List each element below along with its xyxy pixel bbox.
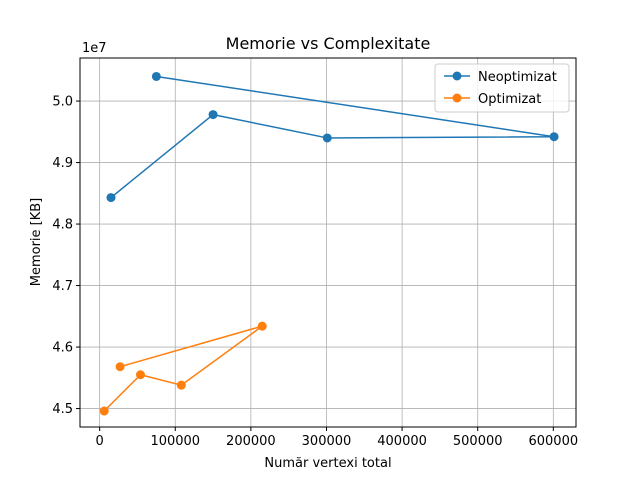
data-point-optimizat (115, 362, 125, 372)
legend-label-optimizat: Optimizat (478, 92, 541, 107)
data-point-neoptimizat (322, 133, 332, 143)
data-point-neoptimizat (151, 71, 161, 81)
legend-label-neoptimizat: Neoptimizat (478, 70, 557, 85)
x-axis-label: Număr vertexi total (264, 456, 391, 471)
y-axis-label: Memorie [KB] (29, 198, 44, 287)
legend-marker-neoptimizat (452, 71, 462, 81)
data-point-optimizat (99, 406, 109, 416)
x-tick-label: 400000 (377, 434, 427, 449)
plot-frame (79, 57, 577, 428)
ticks: 0 100000 200000 300000 400000 500000 600000 4.5… (52, 95, 578, 449)
x-tick-label: 300000 (302, 434, 352, 449)
y-axis-offset-label: 1e7 (82, 41, 107, 56)
x-tick-label: 600000 (528, 434, 578, 449)
x-tick-label: 100000 (150, 434, 200, 449)
legend-marker-optimizat (452, 93, 462, 103)
y-tick-label: 4.7 (52, 279, 73, 294)
grid (80, 58, 576, 427)
x-tick-label: 200000 (226, 434, 276, 449)
x-tick-label: 0 (96, 434, 104, 449)
x-tick-label: 500000 (453, 434, 503, 449)
y-tick-label: 5.0 (52, 95, 73, 110)
data-point-neoptimizat (208, 110, 218, 120)
data-point-optimizat (135, 370, 145, 380)
y-tick-label: 4.5 (52, 402, 73, 417)
y-tick-label: 4.6 (52, 341, 73, 356)
chart-title: Memorie vs Complexitate (226, 34, 431, 53)
y-tick-label: 4.9 (52, 156, 73, 171)
y-tick-label: 4.8 (52, 218, 73, 233)
series-layer (99, 71, 559, 416)
data-point-neoptimizat (106, 193, 116, 203)
data-point-neoptimizat (549, 132, 559, 142)
data-point-optimizat (257, 321, 267, 331)
data-point-optimizat (176, 380, 186, 390)
legend: Neoptimizat Optimizat (434, 63, 570, 113)
